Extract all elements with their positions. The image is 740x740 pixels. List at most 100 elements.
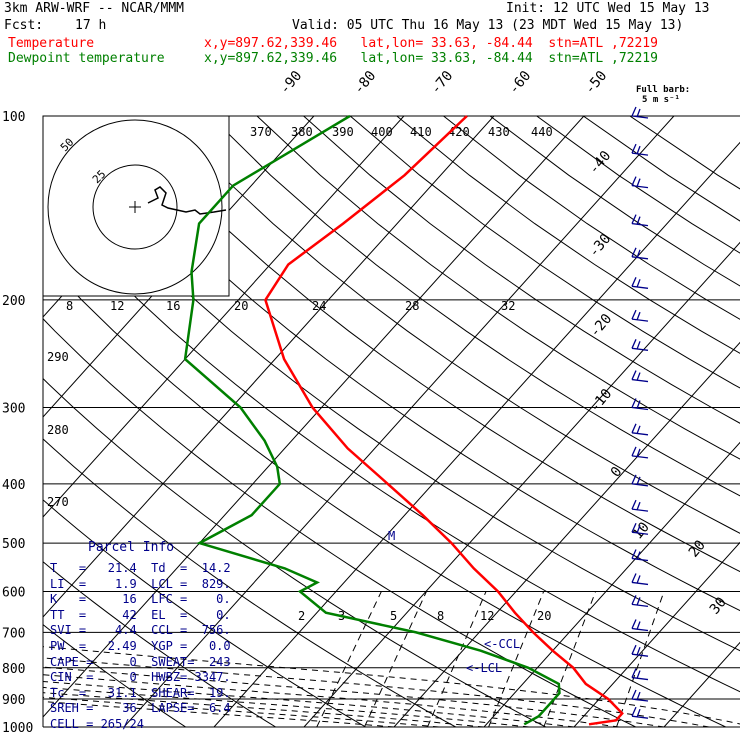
isotherm <box>573 541 740 727</box>
dry-adiabat <box>303 116 740 424</box>
isotherm-label: -30 <box>586 231 615 261</box>
dry-adiabat <box>163 116 740 534</box>
mixing-ratio-label: 20 <box>537 609 551 623</box>
parcel-info-row: SREH = 36 LAPSE= 6.4 <box>50 701 231 716</box>
mixing-ratio-label: 8 <box>437 609 444 623</box>
hodograph-ring <box>47 119 223 295</box>
valid-time: Valid: 05 UTC Thu 16 May 13 (23 MDT Wed … <box>292 18 684 33</box>
wind-barb <box>631 309 649 322</box>
level-marker: <-LCL <box>466 661 502 675</box>
dry-adiabat <box>43 258 726 727</box>
mixing-ratio-line <box>316 591 382 727</box>
parcel-info-title: Parcel Info <box>88 540 175 555</box>
hodograph-speed-label: 20 <box>234 299 248 313</box>
theta-label: 370 <box>250 125 272 139</box>
moist-adiabat <box>43 674 620 727</box>
dry-adiabat <box>116 116 740 573</box>
temp-location: x,y=897.62,339.46 lat,lon= 33.63, -84.44… <box>204 36 658 51</box>
pressure-tick-label: 300 <box>2 402 25 417</box>
dew-location: x,y=897.62,339.46 lat,lon= 33.63, -84.44… <box>204 51 658 66</box>
full-barb-unit: 5 m s⁻¹ <box>642 95 680 105</box>
dry-adiabat <box>629 116 740 190</box>
level-marker: <-CCL <box>484 637 520 651</box>
pressure-tick-label: 700 <box>2 626 25 641</box>
level-marker: M <box>388 529 395 543</box>
wind-barb <box>631 689 649 702</box>
isotherm-label: -60 <box>506 68 535 98</box>
parcel-info-row: K = 16 LFC = 0. <box>50 592 231 607</box>
wind-barb <box>631 277 649 289</box>
dry-adiabat <box>396 116 740 354</box>
mixing-ratio-line <box>427 591 487 727</box>
isotherm-label: 30 <box>707 594 730 617</box>
isotherm-label: -90 <box>277 68 306 98</box>
mixing-ratio-line <box>543 591 597 727</box>
model-title: 3km ARW-WRF -- NCAR/MMM <box>4 1 185 16</box>
theta-label: 400 <box>371 125 393 139</box>
wind-barb <box>631 398 649 411</box>
wind-barb <box>631 706 649 719</box>
parcel-info-row: SVI = 4.4 CCL = 756. <box>50 623 231 638</box>
parcel-info-row: T = 21.4 Td = 14.2 <box>50 561 231 575</box>
wind-barb <box>631 644 649 657</box>
mixing-ratio-line <box>363 591 427 727</box>
isotherm-label: -40 <box>586 148 615 178</box>
mixing-ratio-label: 5 <box>390 609 397 623</box>
theta-label: 440 <box>531 125 553 139</box>
dry-adiabat <box>489 116 740 287</box>
parcel-info-row: CELL = 265/24 <box>50 717 144 731</box>
isotherm <box>663 641 740 727</box>
wind-barb <box>631 522 649 535</box>
pressure-tick-label: 400 <box>2 478 25 493</box>
isotherm <box>43 116 405 518</box>
theta-label-left: 290 <box>47 350 69 364</box>
isotherm-label: -70 <box>428 68 457 98</box>
mixing-ratio-label: 12 <box>480 609 494 623</box>
dew-label: Dewpoint temperature <box>8 51 165 66</box>
full-barb-label: Full barb: <box>636 85 691 95</box>
isotherm <box>43 116 585 718</box>
hodograph-speed-label: 28 <box>405 299 419 313</box>
hodograph-trace <box>147 186 227 215</box>
isotherm <box>213 141 740 727</box>
pressure-tick-label: 600 <box>2 585 25 600</box>
temperature-line <box>264 115 624 726</box>
theta-label: 380 <box>291 125 313 139</box>
isotherm-label: -50 <box>582 68 611 98</box>
parcel-info-row: CIN = 0 HWBZ= 3347. <box>50 670 231 685</box>
theta-label: 410 <box>410 125 432 139</box>
theta-label: 390 <box>332 125 354 139</box>
dry-adiabat <box>43 624 186 727</box>
hodograph-speed-label: 8 <box>66 299 73 313</box>
moist-adiabat <box>43 657 710 727</box>
dry-adiabat <box>349 116 740 389</box>
hodograph-speed-label: 24 <box>312 299 326 313</box>
hodograph-speed-label: 12 <box>110 299 124 313</box>
mixing-ratio-label: 2 <box>298 609 305 623</box>
isotherm-label: -10 <box>587 386 616 416</box>
dry-adiabat <box>43 318 636 727</box>
dry-adiabat <box>43 438 456 727</box>
wind-barb <box>631 176 649 189</box>
wind-barb <box>631 339 649 351</box>
wind-barb <box>631 499 649 512</box>
pressure-tick-label: 900 <box>2 693 25 708</box>
isotherm <box>393 341 740 727</box>
theta-label: 430 <box>488 125 510 139</box>
wind-barb <box>631 143 649 156</box>
wind-barb <box>631 106 649 119</box>
dry-adiabat <box>70 116 740 612</box>
isotherm-label: 20 <box>686 537 709 560</box>
theta-label-left: 280 <box>47 423 69 437</box>
hodograph-box <box>42 115 230 297</box>
plot-area <box>43 116 740 727</box>
parcel-info-row: LI = 1.9 LCL = 829. <box>50 576 231 591</box>
hodograph-speed-label: 16 <box>166 299 180 313</box>
isotherm <box>483 441 740 727</box>
dry-adiabat <box>256 116 740 460</box>
pressure-tick-label: 800 <box>2 662 25 677</box>
wind-barb <box>631 214 649 227</box>
dry-adiabat <box>43 198 740 693</box>
temp-label: Temperature <box>8 36 95 51</box>
